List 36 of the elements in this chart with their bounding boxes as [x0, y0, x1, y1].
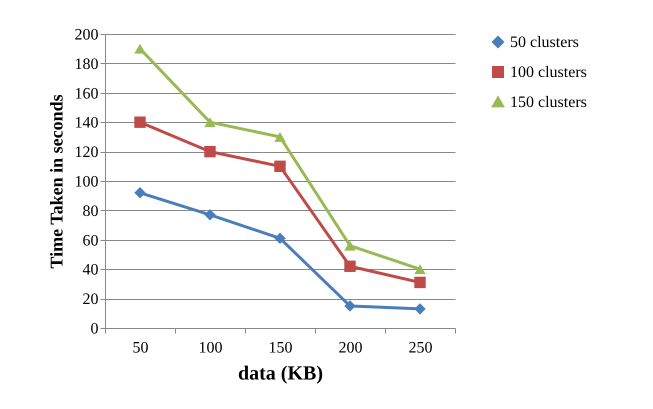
point — [344, 300, 356, 312]
x-tick-label: 200 — [338, 340, 362, 356]
y-tick-label: 180 — [74, 56, 98, 73]
x-tick-label: 250 — [408, 340, 432, 356]
point — [344, 240, 356, 251]
point — [274, 232, 286, 244]
y-tick-label: 160 — [74, 85, 98, 102]
x-tick-label: 100 — [198, 340, 222, 356]
point — [344, 260, 356, 272]
point — [204, 146, 216, 158]
point — [134, 116, 146, 128]
point — [414, 264, 426, 274]
legend-label: 100 clusters — [510, 64, 587, 81]
legend-label: 50 clusters — [510, 34, 579, 51]
point — [414, 303, 426, 315]
point — [134, 44, 146, 54]
x-tick-label: 50 — [132, 340, 148, 356]
y-tick-label: 140 — [74, 114, 98, 132]
y-tick-label: 20 — [82, 291, 98, 308]
point — [204, 209, 216, 221]
y-tick-label: 60 — [82, 232, 98, 250]
y-tick-label: 40 — [82, 262, 98, 279]
point — [134, 187, 146, 198]
point — [204, 117, 216, 128]
legend-label: 150 clusters — [510, 94, 587, 111]
y-tick-label: 120 — [74, 144, 98, 162]
y-tick-label: 80 — [82, 202, 98, 220]
y-tick-label: 200 — [74, 26, 98, 44]
point — [274, 160, 286, 172]
x-axis-title: data (KB) — [238, 362, 323, 384]
point — [274, 132, 286, 142]
y-tick-label: 100 — [74, 174, 98, 190]
x-tick-label: 150 — [268, 340, 292, 356]
point — [414, 276, 426, 288]
y-axis-title: Time Taken in seconds — [46, 94, 66, 269]
y-tick-label: 0 — [90, 320, 98, 338]
